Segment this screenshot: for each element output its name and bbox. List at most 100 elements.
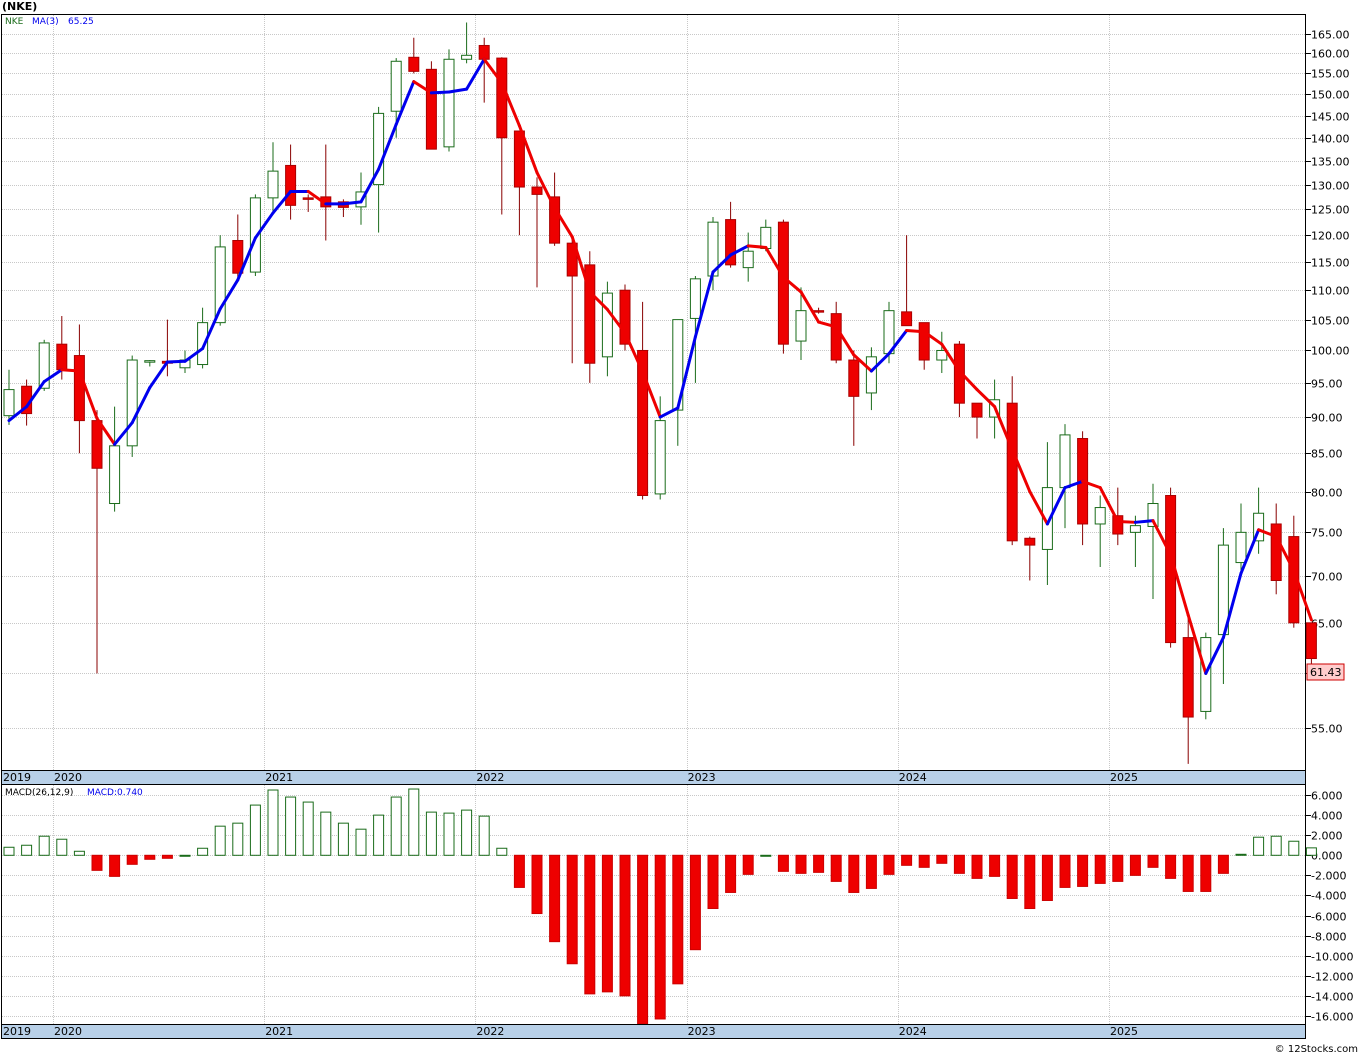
candle-body — [601, 292, 613, 358]
candle-body — [1147, 503, 1159, 527]
ma-segment — [394, 80, 416, 126]
candle-body — [1288, 536, 1300, 624]
price-tick-label: 75.00 — [1311, 527, 1343, 540]
down-candle — [777, 219, 789, 354]
legend-symbol: NKE — [5, 17, 24, 27]
down-candle — [408, 37, 420, 74]
down-candle — [1270, 503, 1282, 595]
ma-segment — [377, 122, 398, 171]
candle-body — [390, 60, 402, 112]
year-label: 2025 — [1110, 1025, 1138, 1038]
ma-segment — [1010, 448, 1032, 494]
macd-bar — [126, 854, 138, 865]
macd-bar — [38, 835, 50, 856]
macd-bar — [267, 789, 279, 856]
macd-bar — [883, 854, 895, 875]
macd-legend-value: MACD:0.740 — [87, 788, 143, 798]
macd-bar — [56, 838, 68, 856]
price-tick-label: 110.00 — [1311, 285, 1350, 298]
macd-bar — [1217, 854, 1229, 874]
candle-body — [56, 343, 68, 371]
ma-segment — [764, 245, 785, 279]
price-tick-label: 95.00 — [1311, 378, 1343, 391]
price-tick-label: 85.00 — [1311, 448, 1343, 461]
down-candle — [901, 235, 913, 327]
year-label: 2020 — [54, 1025, 82, 1038]
candle-body — [1059, 434, 1071, 489]
macd-bar — [1129, 854, 1141, 876]
macd-tick-label: 0.000 — [1311, 850, 1343, 863]
year-label: 2021 — [265, 1025, 293, 1038]
ma-segment — [165, 359, 187, 364]
ma-segment — [1133, 519, 1155, 524]
macd-bar — [109, 854, 121, 877]
macd-tick-label: -12.000 — [1311, 971, 1353, 984]
ma-segment — [975, 388, 997, 409]
candle-body — [91, 420, 103, 469]
ma-segment — [1204, 636, 1225, 675]
macd-bar — [813, 854, 825, 873]
down-candle — [478, 37, 490, 103]
macd-histogram — [3, 788, 1317, 1025]
candle-body — [689, 278, 701, 319]
up-candle — [197, 307, 209, 369]
macd-bar — [672, 854, 684, 985]
ma-segment — [1098, 486, 1120, 523]
macd-bar — [971, 854, 983, 879]
down-candle — [848, 350, 860, 446]
macd-bar — [478, 815, 490, 856]
price-x-axis: 2019 2020 2021 2022 2023 2024 2025 — [3, 771, 1138, 784]
macd-bar — [1147, 854, 1159, 868]
macd-bar — [549, 854, 561, 943]
macd-bar — [1006, 854, 1018, 899]
candle-body — [549, 196, 561, 244]
down-candle — [320, 144, 332, 241]
macd-tick-label: -16.000 — [1311, 1011, 1353, 1024]
down-candle — [1305, 622, 1317, 669]
candle-body — [513, 130, 525, 188]
down-candle — [531, 177, 543, 288]
price-tick-label: 70.00 — [1311, 571, 1343, 584]
ma-segment — [60, 368, 81, 373]
macd-bar — [355, 828, 367, 856]
down-candle — [1006, 376, 1018, 546]
down-candle — [1077, 431, 1089, 546]
ma-segment — [605, 307, 627, 335]
ma-segment — [1028, 490, 1049, 526]
candle-body — [285, 164, 297, 206]
ma-segment — [429, 90, 451, 95]
macd-bar — [1288, 840, 1300, 856]
ma-segment — [25, 380, 46, 409]
up-candle — [126, 355, 138, 457]
macd-bar — [3, 846, 15, 856]
macd-bar — [637, 854, 649, 1025]
price-tick-label: 80.00 — [1311, 487, 1343, 500]
macd-bar — [584, 854, 596, 995]
candle-body — [619, 289, 631, 345]
macd-tick-label: -8.000 — [1311, 931, 1346, 944]
macd-y-axis: 6.000 4.000 2.000 0.000 -2.000 -4.000 -6.000 -8… — [1305, 790, 1353, 1024]
candle-body — [1235, 531, 1247, 564]
macd-bar — [144, 854, 156, 860]
macd-bar — [337, 822, 349, 856]
macd-bar — [654, 854, 666, 1020]
ma-segment — [271, 189, 293, 215]
candle-body — [531, 186, 543, 195]
candle-body — [637, 349, 649, 497]
ma-segment — [341, 200, 363, 206]
macd-bar — [197, 847, 209, 856]
candle-body — [126, 359, 138, 447]
chart-title: (NKE) — [2, 0, 37, 13]
candle-body — [672, 319, 684, 411]
down-candle — [918, 322, 930, 370]
down-candle — [584, 251, 596, 383]
macd-bar — [1024, 854, 1036, 910]
ma-segment — [517, 124, 539, 175]
candle-body — [1041, 487, 1053, 550]
candle-body — [742, 250, 754, 269]
up-candle — [109, 406, 121, 512]
last-price-box — [1306, 663, 1345, 681]
ma-segment — [922, 330, 944, 346]
year-label: 2024 — [899, 1025, 927, 1038]
up-candle — [1059, 424, 1071, 529]
